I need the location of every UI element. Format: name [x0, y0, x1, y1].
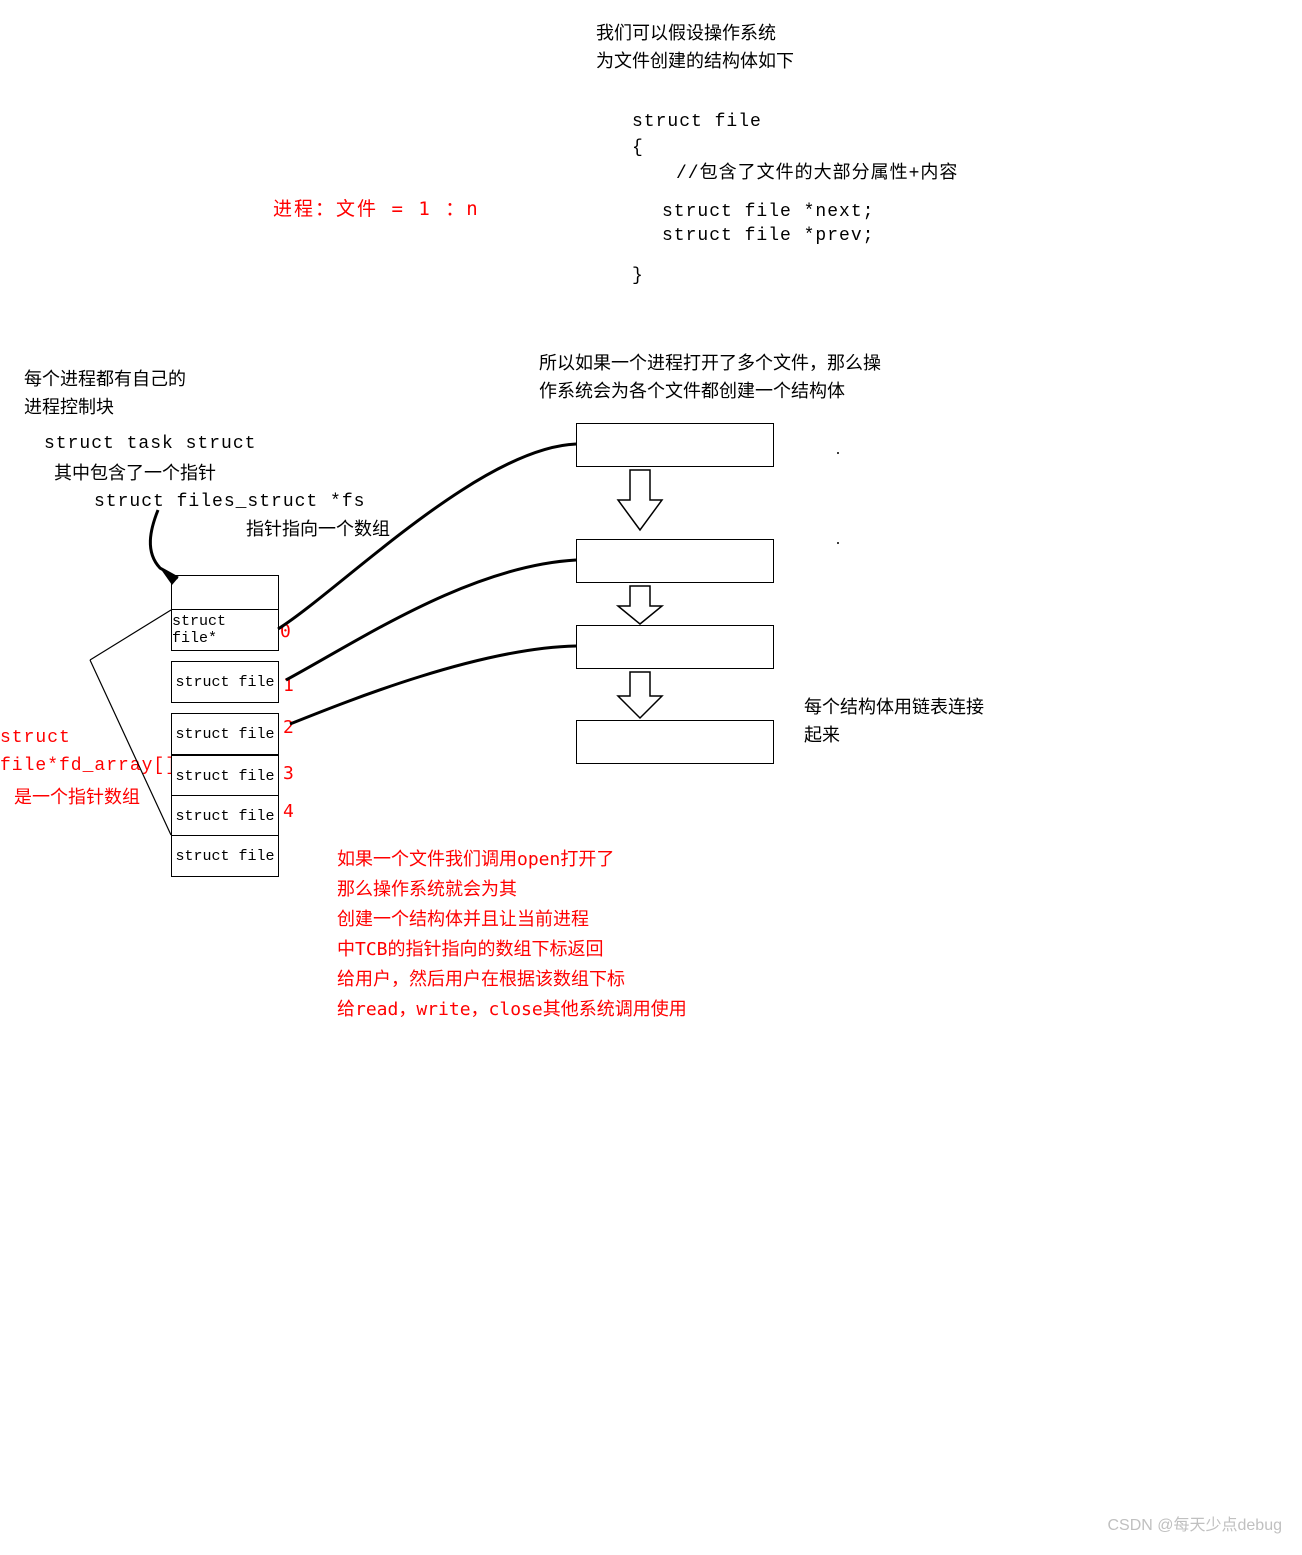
arrows-svg	[0, 0, 1302, 1555]
watermark: CSDN @每天少点debug	[1107, 1511, 1282, 1535]
